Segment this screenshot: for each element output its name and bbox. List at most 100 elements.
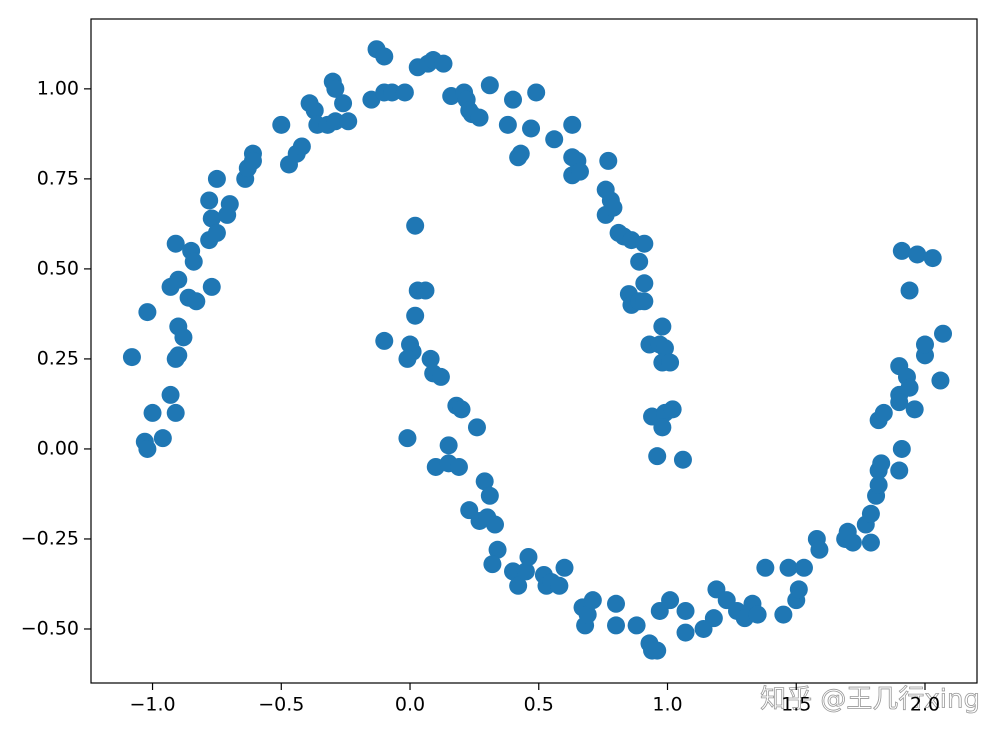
point	[398, 349, 417, 368]
point	[748, 605, 767, 624]
point	[527, 83, 546, 102]
point	[635, 234, 654, 253]
point	[434, 54, 453, 73]
point	[934, 324, 953, 343]
point	[207, 223, 226, 242]
point	[138, 439, 157, 458]
point	[900, 378, 919, 397]
point	[635, 274, 654, 293]
point	[122, 348, 141, 367]
point	[207, 169, 226, 188]
point	[511, 144, 530, 163]
point	[653, 317, 672, 336]
point	[648, 447, 667, 466]
point	[648, 641, 667, 660]
point	[326, 112, 345, 131]
point	[604, 198, 623, 217]
point	[890, 461, 909, 480]
point	[583, 591, 602, 610]
y-tick-label: 0.50	[37, 257, 79, 279]
point	[794, 558, 813, 577]
point	[663, 400, 682, 419]
point	[676, 601, 695, 620]
point	[395, 83, 414, 102]
y-tick-label: 1.00	[37, 77, 79, 99]
point	[522, 119, 541, 138]
y-tick-label: −0.25	[21, 527, 79, 549]
point	[861, 533, 880, 552]
point	[570, 162, 589, 181]
x-tick-label: 1.0	[652, 694, 682, 716]
point	[630, 252, 649, 271]
x-tick-label: −1.0	[129, 694, 175, 716]
point	[153, 429, 172, 448]
point	[627, 616, 646, 635]
y-tick-label: 0.00	[37, 437, 79, 459]
point	[339, 112, 358, 131]
point	[375, 331, 394, 350]
point	[470, 108, 489, 127]
point	[406, 306, 425, 325]
point	[774, 605, 793, 624]
point	[931, 371, 950, 390]
point	[504, 562, 523, 581]
point	[449, 457, 468, 476]
point	[810, 540, 829, 559]
point	[143, 403, 162, 422]
point	[488, 540, 507, 559]
point	[789, 580, 808, 599]
point	[504, 90, 523, 109]
point	[416, 281, 435, 300]
point	[756, 558, 775, 577]
point	[243, 151, 262, 170]
point	[218, 205, 237, 224]
point	[483, 555, 502, 574]
point	[779, 558, 798, 577]
point	[872, 454, 891, 473]
point	[545, 130, 564, 149]
point	[900, 281, 919, 300]
point	[202, 277, 221, 296]
point	[607, 594, 626, 613]
point	[676, 623, 695, 642]
point	[869, 475, 888, 494]
point	[169, 270, 188, 289]
point	[452, 400, 471, 419]
point	[905, 400, 924, 419]
point	[498, 115, 517, 134]
point	[599, 151, 618, 170]
point	[305, 101, 324, 120]
point	[184, 252, 203, 271]
y-tick-label: −0.50	[21, 617, 79, 639]
point	[509, 576, 528, 595]
point	[519, 547, 538, 566]
point	[187, 292, 206, 311]
point	[890, 393, 909, 412]
x-tick-label: 0.0	[395, 694, 425, 716]
point	[655, 339, 674, 358]
point	[892, 439, 911, 458]
point	[406, 216, 425, 235]
point	[923, 249, 942, 268]
y-tick-label: 0.25	[37, 347, 79, 369]
point	[475, 472, 494, 491]
point	[375, 47, 394, 66]
plot-frame	[90, 18, 978, 684]
point	[326, 79, 345, 98]
point	[439, 436, 458, 455]
point	[915, 335, 934, 354]
point	[292, 137, 311, 156]
point	[169, 346, 188, 365]
point	[161, 385, 180, 404]
point	[431, 367, 450, 386]
point	[635, 292, 654, 311]
point	[272, 115, 291, 134]
point	[421, 349, 440, 368]
x-tick-label: 1.5	[781, 694, 811, 716]
point	[200, 191, 219, 210]
x-tick-label: 2.0	[910, 694, 940, 716]
point	[516, 562, 535, 581]
point	[661, 353, 680, 372]
point	[673, 450, 692, 469]
